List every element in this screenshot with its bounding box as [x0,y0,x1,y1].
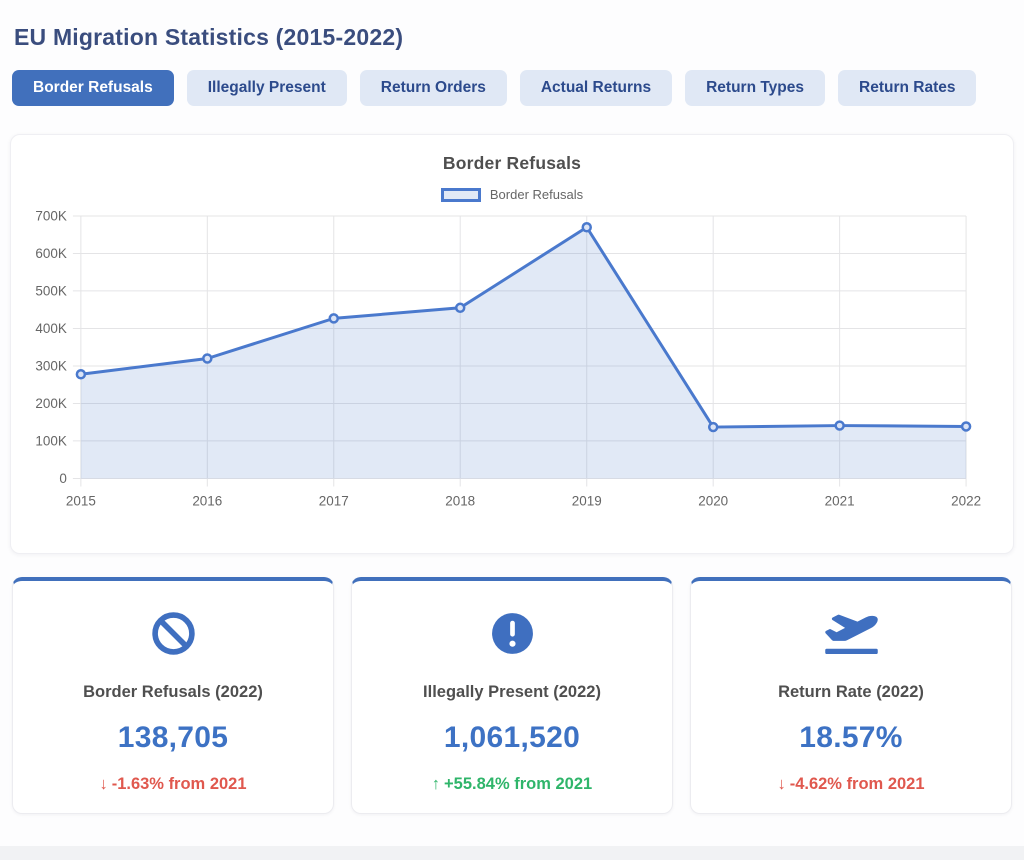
svg-text:2022: 2022 [951,493,981,508]
stat-value: 18.57% [799,721,903,754]
stat-change-text: -1.63% from 2021 [111,775,247,793]
border-refusals-chart[interactable]: 0 100K 200K 300K 400K 500K 600K 700K 2015 2016 201… [11,208,1013,511]
svg-text:100K: 100K [35,433,66,448]
svg-text:2018: 2018 [445,493,475,508]
tab-return-rates[interactable]: Return Rates [838,70,977,106]
stat-card-illegally-present: Illegally Present (2022) 1,061,520 ↑ +55.… [351,577,673,814]
chart-canvas[interactable]: 0 100K 200K 300K 400K 500K 600K 700K 2015 2016 201… [11,208,1013,511]
tab-illegally-present[interactable]: Illegally Present [186,70,347,106]
stat-card-return-rate: Return Rate (2022) 18.57% ↓ -4.62% from 2… [690,577,1012,814]
no-entry-icon [13,608,333,658]
stat-change: ↓ -1.63% from 2021 [13,775,333,794]
stat-title: Border Refusals (2022) [83,683,263,701]
stat-change-text: +55.84% from 2021 [444,775,593,793]
svg-text:400K: 400K [35,321,66,336]
svg-text:300K: 300K [35,358,66,373]
svg-text:2020: 2020 [698,493,728,508]
stat-change-text: -4.62% from 2021 [789,775,925,793]
stat-card-row: Border Refusals (2022) 138,705 ↓ -1.63% f… [12,577,1012,814]
chart-panel: Border Refusals Border Refusals 0 100K 200… [10,134,1014,554]
tab-bar: Border Refusals Illegally Present Return… [12,70,1012,106]
svg-text:0: 0 [59,471,67,486]
svg-text:500K: 500K [35,283,66,298]
down-arrow-icon: ↓ [777,775,786,793]
stat-change: ↑ +55.84% from 2021 [352,775,672,794]
tab-border-refusals[interactable]: Border Refusals [12,70,174,106]
page: EU Migration Statistics (2015-2022) Bord… [0,24,1024,814]
down-arrow-icon: ↓ [99,775,108,793]
chart-legend-item[interactable]: Border Refusals [11,187,1013,202]
stat-title: Illegally Present (2022) [423,683,601,701]
svg-text:2017: 2017 [319,493,349,508]
tab-return-orders[interactable]: Return Orders [359,70,507,106]
stat-change: ↓ -4.62% from 2021 [691,775,1011,794]
svg-text:2019: 2019 [572,493,602,508]
page-bottom-strip [0,846,1024,860]
tab-return-types[interactable]: Return Types [685,70,826,106]
exclamation-icon [352,608,672,658]
svg-text:2021: 2021 [825,493,855,508]
svg-text:2015: 2015 [66,493,96,508]
tab-actual-returns[interactable]: Actual Returns [519,70,673,106]
stat-value: 138,705 [117,721,229,754]
svg-text:2016: 2016 [192,493,222,508]
svg-text:600K: 600K [35,246,66,261]
chart-title: Border Refusals [442,153,582,173]
page-title: EU Migration Statistics (2015-2022) [14,24,404,50]
svg-text:700K: 700K [35,208,66,223]
legend-swatch [440,187,481,202]
plane-departure-icon [691,608,1011,658]
stat-card-border-refusals: Border Refusals (2022) 138,705 ↓ -1.63% f… [12,577,334,814]
svg-text:200K: 200K [35,396,66,411]
stat-value: 1,061,520 [443,721,581,754]
up-arrow-icon: ↑ [431,775,441,793]
legend-label: Border Refusals [489,187,584,202]
stat-title: Return Rate (2022) [778,683,924,701]
